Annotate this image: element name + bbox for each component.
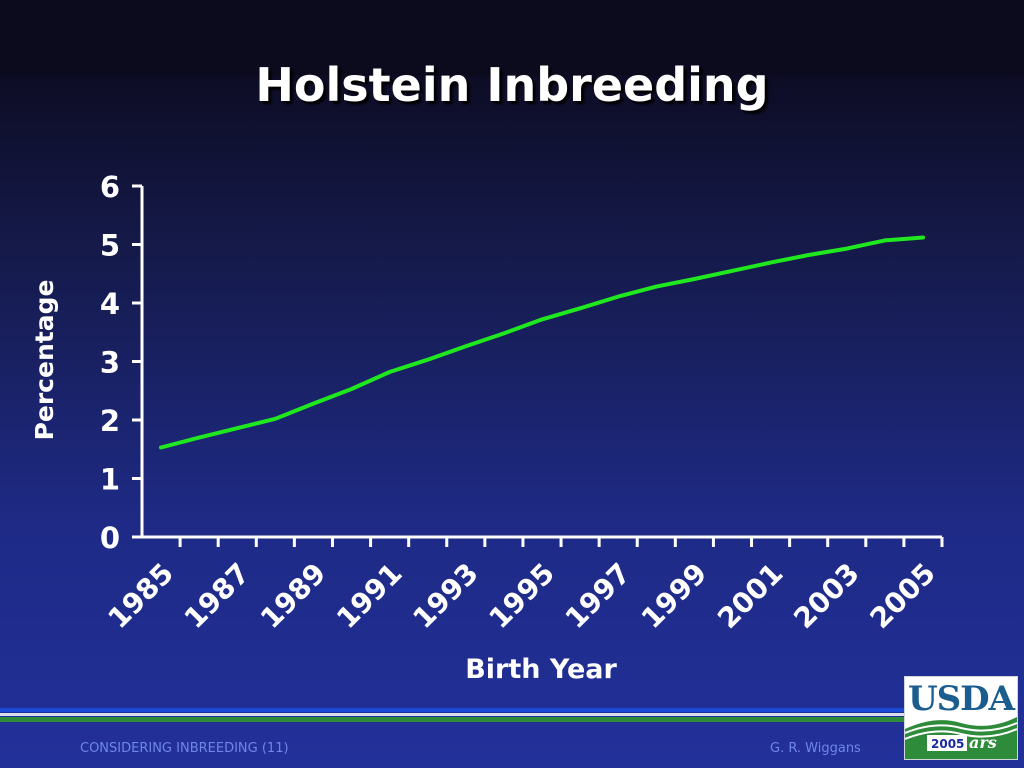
inbreeding-series-line: [159, 235, 925, 450]
y-tick-label-1: 1: [100, 463, 120, 497]
x-tick-label-2001: 2001: [711, 557, 789, 635]
y-tick-label-5: 5: [100, 229, 120, 263]
x-tick-label-1995: 1995: [483, 557, 561, 635]
x-tick-label-1985: 1985: [102, 557, 180, 635]
x-tick-label-1997: 1997: [559, 557, 637, 635]
footer-stripe-blue: [0, 708, 905, 712]
y-tick-label-6: 6: [100, 170, 120, 204]
x-tick-label-1993: 1993: [406, 557, 484, 635]
x-axis-label: Birth Year: [465, 654, 617, 685]
footer-author: G. R. Wiggans: [770, 741, 861, 756]
y-tick-label-4: 4: [100, 287, 120, 321]
chart-axes: [140, 186, 942, 539]
ars-mark: ars: [969, 733, 997, 752]
y-tick-label-3: 3: [100, 346, 120, 380]
y-axis-label: Percentage: [30, 280, 59, 441]
footer-stripe-green: [0, 717, 905, 722]
footer-left-text: CONSIDERING INBREEDING (11): [80, 741, 289, 756]
slide-title: Holstein Inbreeding: [255, 58, 769, 112]
y-tick-label-2: 2: [100, 404, 120, 438]
x-tick-label-2003: 2003: [787, 557, 865, 635]
chart-ticks: [132, 184, 944, 547]
usda-logo: USDA 2005 ars: [904, 676, 1018, 760]
usda-logo-text: USDA: [907, 679, 1015, 719]
x-tick-labels: 1985198719891991199319951997199920012003…: [102, 557, 942, 635]
footer-stripes: [0, 706, 905, 726]
x-tick-label-2005: 2005: [863, 557, 941, 635]
title-band: [0, 0, 1024, 76]
y-tick-label-0: 0: [100, 521, 120, 555]
x-tick-label-1991: 1991: [330, 557, 408, 635]
x-tick-label-1999: 1999: [635, 557, 713, 635]
x-tick-label-1987: 1987: [178, 557, 256, 635]
y-tick-labels: 0 1 2 3 4 5 6: [100, 170, 120, 555]
logo-year: 2005: [931, 737, 965, 751]
x-tick-label-1989: 1989: [254, 557, 332, 635]
footer-stripe-white: [0, 713, 905, 716]
usda-logo-graphic: [905, 717, 1017, 759]
